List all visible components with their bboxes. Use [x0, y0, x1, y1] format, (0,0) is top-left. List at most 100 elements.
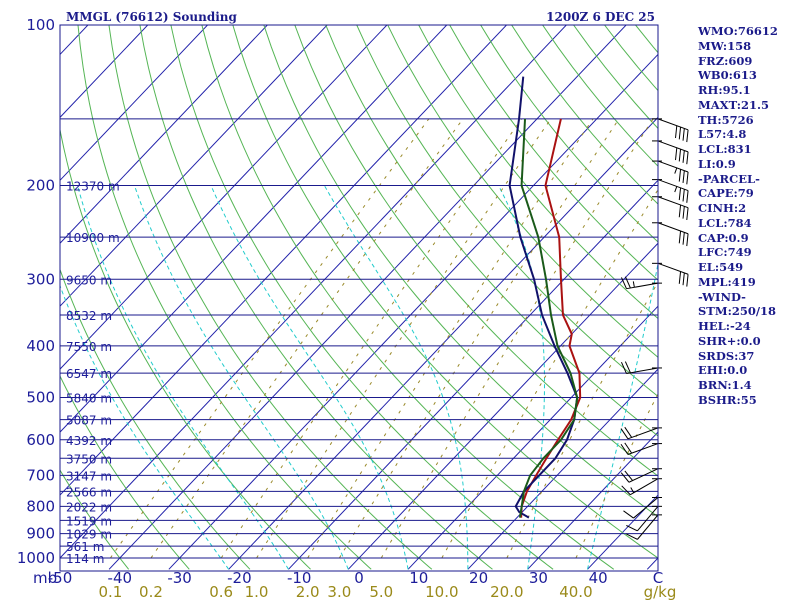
mixing-ratio-label: 0.6 [209, 583, 233, 600]
barb-half [632, 281, 635, 288]
wind-barb [652, 262, 689, 287]
barb-flag [686, 171, 689, 185]
barb-flag [624, 470, 634, 481]
pressure-label: 100 [26, 16, 55, 34]
barb-shaft [657, 140, 689, 153]
mixing-ratio-label: 5.0 [369, 583, 393, 600]
isotherm-line [60, 25, 269, 244]
barb-shaft [633, 497, 659, 519]
index-item: FRZ:609 [698, 53, 753, 68]
barb-flag [686, 233, 689, 247]
dry-adiabat-line [263, 25, 658, 518]
height-label: 12370 m [66, 179, 120, 193]
wind-barb [623, 496, 662, 519]
temperature-label: -20 [227, 569, 252, 587]
wind-barb [620, 276, 662, 290]
index-item: SHR+:0.0 [698, 333, 761, 348]
mixing-ratio-line [220, 118, 522, 559]
index-item: WB0:613 [698, 68, 757, 83]
index-item: BSHR:55 [698, 392, 757, 407]
pressure-label: 500 [26, 389, 55, 407]
barb-flag [686, 274, 689, 287]
plot-frame [59, 24, 659, 572]
height-label: 2566 m [66, 485, 112, 499]
dry-adiabat-line [170, 25, 554, 570]
index-item: EL:549 [698, 260, 744, 274]
temperature-label: 10 [409, 569, 428, 587]
mixing-ratio-line [150, 118, 464, 559]
moist-adiabat-line [498, 185, 545, 570]
dry-adiabat-line [294, 25, 658, 477]
dry-adiabat-line [60, 126, 311, 570]
dry-adiabat-line [449, 25, 658, 281]
wind-barb [652, 222, 689, 247]
mixing-ratio-line [506, 281, 658, 559]
barb-shaft [657, 179, 689, 192]
mixing-ratio-label: 1.0 [245, 583, 269, 600]
isobar-lines [60, 24, 658, 572]
barb-flag [678, 127, 682, 140]
barb-flag [626, 533, 638, 540]
barb-flag [624, 442, 633, 454]
isotherm-line [288, 179, 658, 570]
grid-lines [60, 25, 658, 570]
barb-flag [682, 128, 685, 141]
temperature-label: -10 [287, 569, 312, 587]
height-label: 114 m [66, 552, 104, 566]
isotherm-line [60, 25, 149, 119]
dry-adiabat-line [232, 25, 658, 559]
index-item: L57:4.8 [698, 127, 747, 142]
height-label: 3750 m [66, 452, 112, 466]
isotherm-line [108, 25, 627, 570]
barb-flag [621, 485, 631, 496]
height-label: 1519 m [66, 514, 112, 528]
height-label: 7550 m [66, 340, 112, 354]
isotherm-line [60, 25, 328, 307]
barb-flag [686, 129, 689, 143]
index-item: EHI:0.0 [698, 363, 748, 378]
pressure-label: 900 [26, 525, 55, 543]
barb-flag [682, 272, 685, 286]
index-item: CINH:2 [698, 201, 747, 215]
barb-shaft [657, 196, 689, 209]
mixing-ratio-label: 10.0 [425, 583, 458, 600]
index-item: MPL:419 [698, 274, 756, 289]
index-item: CAP:0.9 [698, 230, 749, 245]
isotherm-line [60, 25, 209, 182]
sounding-traces [508, 76, 582, 519]
index-item: LI:0.9 [698, 156, 736, 171]
barb-shaft [626, 282, 659, 290]
index-item: RH:95.1 [698, 83, 751, 97]
index-item: BRN:1.4 [698, 378, 752, 392]
pressure-label: 300 [26, 270, 55, 288]
barb-flag [675, 125, 678, 139]
barb-shaft [657, 262, 689, 275]
barb-flag [682, 170, 685, 183]
barb-flag [626, 524, 638, 532]
isotherm-line [60, 25, 448, 433]
dry-adiabat-line [356, 25, 658, 398]
mixing-ratio-label: 2.0 [296, 583, 320, 600]
dry-adiabat-line [139, 25, 493, 570]
mixing-ratio-label: 40.0 [559, 583, 592, 600]
wind-barb [620, 468, 662, 483]
moist-adiabat-line [133, 185, 349, 570]
index-item: -WIND- [698, 289, 746, 304]
barb-flag [620, 277, 627, 289]
barb-flag [678, 204, 682, 218]
index-item: STM:250/18 [698, 304, 777, 319]
barb-flag [678, 169, 682, 182]
isotherm-line [60, 25, 568, 559]
mixing-unit-label: g/kg [644, 583, 677, 600]
barb-flag [623, 510, 634, 519]
index-item: HEL:-24 [698, 319, 751, 333]
temperature-label: -30 [167, 569, 192, 587]
pressure-label: 1000 [17, 549, 55, 567]
height-label: 2022 m [66, 500, 112, 514]
dry-adiabat-line [60, 469, 130, 570]
barb-flag [678, 271, 682, 284]
barb-flag [624, 361, 631, 374]
height-label: 5087 m [66, 414, 112, 428]
wind-barb [626, 514, 662, 540]
